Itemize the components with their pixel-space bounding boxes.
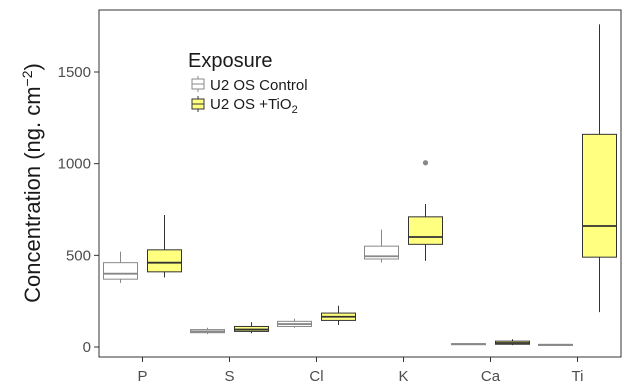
box-P-control bbox=[103, 251, 138, 283]
y-tick-label: 500 bbox=[66, 247, 91, 264]
y-axis-title: Concentration (ng. cm−2) bbox=[19, 63, 45, 303]
legend-title: Exposure bbox=[188, 50, 273, 72]
x-tick-label: K bbox=[398, 368, 408, 383]
y-axis-title-superscript: −2 bbox=[19, 70, 35, 86]
box-P-tio2 bbox=[147, 215, 182, 278]
y-axis: 0 500 1000 1500 bbox=[58, 64, 99, 356]
x-tick-label: Cl bbox=[309, 368, 323, 383]
y-tick-label: 1000 bbox=[58, 156, 91, 173]
box-Cl-tio2 bbox=[321, 305, 356, 325]
legend-label-tio2-subscript: 2 bbox=[292, 104, 298, 116]
box-S-control bbox=[190, 327, 225, 335]
x-tick-label: S bbox=[224, 368, 234, 383]
box-K-tio2 bbox=[408, 160, 443, 261]
legend-key-tio2 bbox=[191, 96, 205, 112]
legend-label-control: U2 OS Control bbox=[210, 77, 308, 94]
x-axis: P S Cl K Ca Ti bbox=[137, 357, 583, 383]
plot-panel bbox=[98, 9, 622, 358]
legend-label-tio2: U2 OS +TiO2 bbox=[210, 96, 298, 116]
box-Ca-tio2 bbox=[495, 339, 530, 346]
box-Ti-tio2 bbox=[582, 24, 617, 313]
box-Ca-control bbox=[451, 343, 486, 346]
box-iqr bbox=[408, 216, 443, 245]
box-Ti-control bbox=[538, 343, 573, 346]
y-tick-label: 0 bbox=[83, 339, 91, 356]
box-iqr bbox=[103, 262, 138, 280]
outlier-point bbox=[422, 160, 429, 166]
x-tick-label: Ti bbox=[572, 368, 584, 383]
y-tick-label: 1500 bbox=[58, 64, 91, 81]
box-iqr bbox=[582, 133, 617, 258]
x-tick-label: Ca bbox=[481, 368, 501, 383]
legend-key-control bbox=[191, 76, 205, 92]
box-S-tio2 bbox=[234, 322, 269, 334]
box-K-control bbox=[364, 229, 399, 263]
box-iqr bbox=[147, 249, 182, 273]
x-tick-label: P bbox=[137, 368, 147, 383]
box-Cl-control bbox=[277, 318, 312, 328]
box-series bbox=[103, 24, 617, 346]
y-axis-title-end: ) bbox=[20, 63, 45, 70]
legend: Exposure U2 OS Control U2 OS +TiO2 bbox=[188, 50, 308, 116]
